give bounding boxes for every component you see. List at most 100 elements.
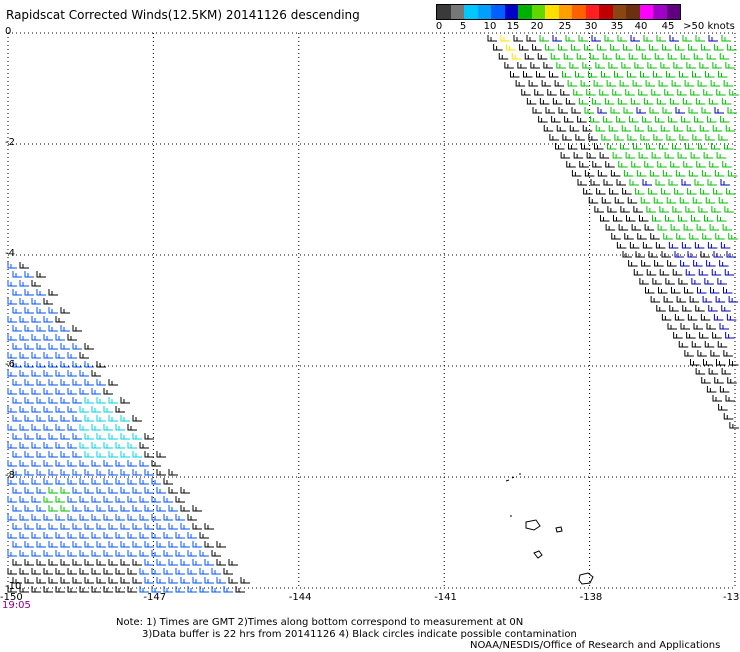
- wind-barb: [651, 152, 662, 159]
- wind-barb: [616, 116, 626, 123]
- wind-barb: [712, 125, 723, 132]
- wind-barb: [79, 460, 89, 467]
- wind-barb: [680, 323, 690, 330]
- wind-barb: [72, 487, 82, 494]
- wind-barb: [139, 460, 149, 467]
- wind-barb: [139, 478, 149, 485]
- wind-barb: [617, 35, 627, 42]
- wind-barb: [12, 505, 22, 512]
- wind-barb-map: [7, 32, 739, 593]
- wind-barb: [36, 559, 46, 566]
- wind-barb: [48, 505, 58, 512]
- wind-barb: [156, 523, 166, 530]
- wind-barb: [60, 307, 70, 314]
- wind-barb: [653, 134, 663, 141]
- wind-barb: [7, 352, 17, 359]
- wind-barb: [163, 586, 173, 593]
- wind-barb: [31, 424, 41, 431]
- wind-barb: [216, 541, 226, 548]
- wind-barb: [31, 568, 41, 575]
- wind-barb: [605, 224, 616, 231]
- wind-barb: [628, 260, 638, 267]
- wind-barb: [72, 415, 82, 422]
- wind-barb: [640, 134, 650, 141]
- wind-barb: [607, 143, 617, 150]
- wind-barbs: [7, 35, 739, 593]
- legend-swatch: [451, 5, 464, 19]
- wind-barb: [698, 269, 709, 276]
- wind-barb: [706, 53, 717, 60]
- wind-barb: [702, 233, 712, 240]
- wind-barb: [24, 397, 34, 404]
- wind-barb: [216, 559, 226, 566]
- wind-barb: [704, 278, 714, 285]
- wind-barb: [168, 559, 178, 566]
- wind-barb: [31, 334, 41, 341]
- wind-barb: [55, 406, 65, 413]
- wind-barb: [91, 550, 101, 557]
- wind-barb: [60, 505, 70, 512]
- wind-barb: [24, 343, 34, 350]
- wind-barb: [627, 197, 638, 204]
- wind-barb: [72, 451, 82, 458]
- wind-barb: [706, 386, 717, 393]
- wind-barb: [24, 271, 34, 278]
- wind-barb: [713, 188, 723, 195]
- wind-barb: [60, 325, 70, 332]
- wind-barb: [636, 170, 647, 177]
- wind-barb: [573, 152, 584, 159]
- wind-barb: [7, 406, 17, 413]
- wind-barb: [558, 44, 568, 51]
- wind-barb: [168, 487, 178, 494]
- wind-barb: [665, 278, 675, 285]
- wind-barb: [48, 307, 58, 314]
- wind-barb: [48, 289, 58, 296]
- wind-barb: [36, 379, 46, 386]
- wind-barb: [716, 89, 726, 96]
- wind-barb: [187, 586, 197, 593]
- wind-barb: [108, 397, 118, 404]
- wind-barb: [707, 242, 718, 249]
- wind-barb: [144, 505, 154, 512]
- wind-barb: [667, 323, 677, 330]
- wind-barb: [685, 143, 695, 150]
- wind-barb: [690, 359, 700, 366]
- wind-barb: [701, 377, 711, 384]
- wind-barb: [566, 161, 576, 168]
- wind-barb: [612, 152, 623, 159]
- wind-barb: [724, 269, 735, 276]
- wind-barb: [115, 514, 125, 521]
- wind-barb: [31, 298, 41, 305]
- wind-barb: [12, 343, 22, 350]
- wind-barb: [695, 35, 705, 42]
- wind-barb: [649, 170, 660, 177]
- wind-barb: [103, 514, 113, 521]
- wind-barb: [604, 35, 614, 42]
- wind-barb: [712, 395, 722, 402]
- wind-barb: [662, 170, 673, 177]
- wind-barb: [12, 361, 22, 368]
- wind-barb: [163, 514, 173, 521]
- legend-tick: 40: [634, 21, 648, 32]
- island-outlines: [505, 473, 594, 585]
- wind-barb: [12, 289, 22, 296]
- wind-barb: [180, 487, 190, 494]
- wind-barb: [180, 559, 190, 566]
- wind-barb: [43, 460, 53, 467]
- wind-barb: [642, 116, 652, 123]
- wind-barb: [19, 478, 29, 485]
- wind-barb: [549, 134, 559, 141]
- wind-barb: [60, 487, 70, 494]
- wind-barb: [144, 433, 154, 440]
- wind-barb: [168, 523, 178, 530]
- wind-barb: [163, 532, 173, 539]
- wind-barb: [684, 350, 694, 357]
- wind-barb: [618, 224, 629, 231]
- wind-barb: [560, 152, 571, 159]
- wind-barb: [24, 325, 34, 332]
- legend-tick: 25: [558, 21, 572, 32]
- wind-barb: [539, 98, 550, 105]
- wind-barb: [621, 62, 631, 69]
- wind-barb: [555, 143, 565, 150]
- wind-barb: [60, 415, 70, 422]
